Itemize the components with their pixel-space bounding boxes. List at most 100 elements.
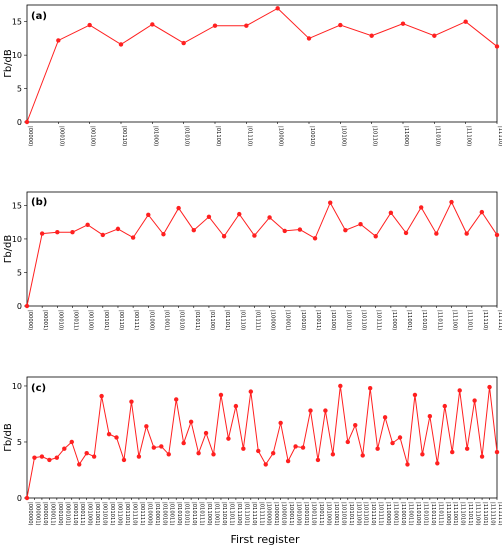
data-point (293, 444, 298, 449)
x-tick-label: |100000⟩ (266, 502, 272, 526)
x-tick-label: |10010⟩ (300, 310, 306, 330)
data-point (330, 452, 336, 457)
x-tick-label: |01100⟩ (209, 310, 215, 330)
x-tick-label: |11011⟩ (436, 310, 442, 330)
x-tick-label: |000110⟩ (72, 502, 78, 526)
x-tick-label: |000100⟩ (57, 502, 63, 526)
y-axis-label: Γb/dB (3, 423, 14, 452)
x-tick-label: |101011⟩ (348, 502, 354, 526)
x-tick-label: |001100⟩ (117, 502, 123, 526)
x-tick-label: |010011⟩ (169, 502, 175, 526)
x-tick-label: |101010⟩ (340, 502, 346, 526)
x-tick-label: |11000⟩ (403, 126, 409, 146)
data-point (32, 455, 37, 460)
data-point (457, 388, 462, 393)
data-point (55, 230, 60, 235)
panel-a: (a) 0 5 10 15 Γb/dB |00000⟩ |00010⟩ |00100⟩ |0011… (3, 4, 502, 146)
x-tick-label: |011001⟩ (214, 502, 220, 526)
x-tick-label: |00101⟩ (103, 310, 109, 330)
data-point (218, 392, 224, 398)
x-tick-label: |001001⟩ (94, 502, 100, 526)
x-tick-label: |101100⟩ (355, 502, 361, 526)
data-point (315, 457, 321, 463)
data-point (174, 397, 179, 402)
data-point (62, 446, 67, 451)
data-point (144, 424, 149, 429)
data-point (397, 435, 403, 440)
data-point (159, 444, 164, 449)
x-tick-label: |10001⟩ (285, 310, 291, 330)
x-tick-label: |00110⟩ (118, 310, 124, 330)
data-point (221, 234, 227, 239)
data-point (39, 454, 45, 459)
x-tick-label: |00010⟩ (57, 310, 63, 330)
x-tick-label: |011011⟩ (228, 502, 234, 526)
data-point (24, 119, 30, 125)
data-point (427, 414, 433, 419)
data-point (244, 23, 249, 28)
x-tick-label: |011111⟩ (258, 502, 264, 526)
x-tick-label: |10100⟩ (330, 310, 336, 330)
data-point (285, 458, 291, 464)
data-point (328, 200, 333, 205)
data-point (345, 439, 350, 445)
x-tick-label: |111000⟩ (445, 502, 451, 526)
data-point (241, 446, 246, 451)
data-point (263, 462, 268, 467)
data-point (494, 232, 500, 238)
data-point (100, 232, 106, 238)
data-point (39, 231, 45, 236)
x-tick-label: |110000⟩ (385, 502, 391, 526)
x-tick-label: |101001⟩ (333, 502, 339, 526)
data-point (188, 419, 194, 425)
x-tick-label: |11010⟩ (434, 126, 440, 146)
x-tick-label: |11101⟩ (467, 310, 473, 330)
data-point (85, 222, 90, 228)
x-tick-label: |01100⟩ (215, 126, 221, 146)
data-point (267, 215, 272, 220)
x-tick-label: |10011⟩ (315, 310, 321, 330)
data-point (434, 231, 439, 236)
panel-label: (a) (31, 11, 47, 22)
data-point (388, 210, 394, 215)
series-line (26, 200, 498, 307)
data-point (47, 457, 52, 463)
data-point (248, 389, 254, 394)
data-point (405, 462, 410, 467)
data-point (176, 205, 181, 211)
x-tick-label: |000111⟩ (79, 502, 85, 526)
data-point (367, 386, 373, 391)
data-point (442, 403, 447, 409)
data-point (166, 452, 171, 457)
x-tick-label: |01110⟩ (239, 310, 245, 330)
data-point (130, 235, 136, 240)
x-tick-label: |000011⟩ (49, 502, 55, 526)
data-point (375, 446, 380, 451)
series-line (26, 385, 498, 499)
data-point (146, 212, 151, 217)
x-tick-label: |111111⟩ (497, 502, 502, 526)
x-tick-label: |10101⟩ (345, 310, 351, 330)
data-point (338, 383, 343, 389)
data-point (494, 449, 500, 455)
x-tick-label: |011101⟩ (243, 502, 249, 526)
x-tick-label: |00000⟩ (27, 126, 33, 146)
x-tick-label: |110101⟩ (422, 502, 428, 526)
x-tick-label: |011100⟩ (236, 502, 242, 526)
x-tick-label: |110011⟩ (407, 502, 413, 526)
x-tick-label: |00100⟩ (90, 126, 96, 146)
y-tick-label: 10 (12, 235, 22, 244)
data-point (181, 40, 186, 46)
x-tick-label: |000001⟩ (34, 502, 40, 526)
x-tick-label: |01000⟩ (148, 310, 154, 330)
x-tick-label: |101111⟩ (378, 502, 384, 526)
data-point (403, 230, 409, 236)
panel-label: (b) (31, 197, 47, 208)
data-point (400, 21, 406, 26)
x-tick-label: |001110⟩ (131, 502, 137, 526)
data-point (151, 445, 157, 450)
x-tick-label: |010110⟩ (191, 502, 197, 526)
data-point (256, 448, 261, 454)
x-tick-label: |10000⟩ (278, 126, 284, 146)
data-point (278, 420, 283, 426)
